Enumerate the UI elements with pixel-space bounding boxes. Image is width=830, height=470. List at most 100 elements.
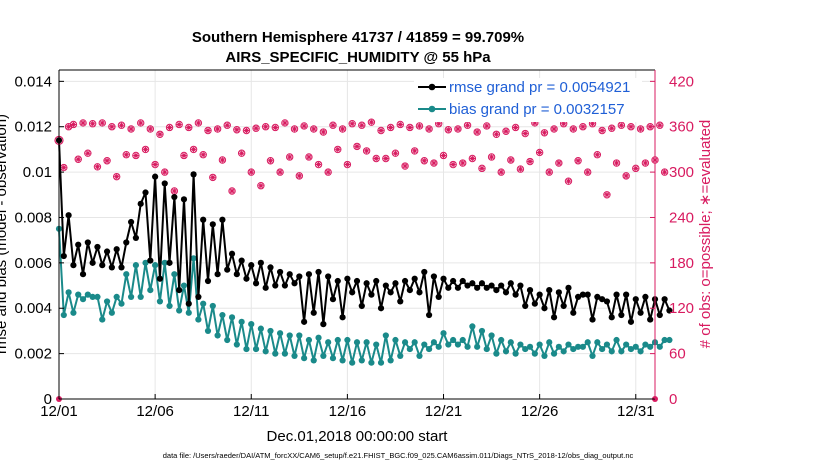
rmse-point	[565, 284, 572, 291]
bias-point	[200, 300, 207, 307]
bias-point	[627, 345, 635, 353]
y-tick-label-right: 300	[669, 164, 694, 181]
rmse-point	[618, 311, 625, 319]
obs-possible-marker	[276, 168, 284, 176]
rmse-point	[560, 302, 567, 310]
rmse-point	[430, 273, 438, 280]
obs-evaluated-marker	[85, 150, 91, 156]
rmse-point	[94, 243, 101, 251]
obs-evaluated-marker	[551, 126, 557, 132]
obs-evaluated-marker	[421, 158, 427, 164]
rmse-point	[459, 277, 466, 285]
rmse-point	[507, 280, 514, 287]
obs-evaluated-marker	[412, 148, 418, 154]
obs-evaluated-marker	[546, 169, 552, 175]
obs-evaluated-marker	[464, 122, 471, 128]
rmse-point	[315, 268, 322, 276]
y-tick-label-left: 0.01	[23, 164, 52, 181]
obs-possible-marker	[290, 125, 299, 133]
bias-point	[450, 336, 457, 344]
obs-possible-marker	[608, 124, 616, 132]
obs-evaluated-marker	[580, 124, 586, 130]
bias-point	[565, 341, 572, 348]
obs-evaluated-marker	[662, 169, 668, 175]
bias-point	[579, 343, 587, 350]
obs-evaluated-marker	[263, 124, 269, 130]
bias-point	[325, 339, 332, 346]
y-tick-label-right: 240	[669, 209, 694, 226]
bias-point	[79, 296, 87, 303]
obs-evaluated-marker	[599, 127, 605, 134]
rmse-point	[305, 271, 313, 278]
axes: 12/01 12/06 12/11 12/16 12/21 12/26 12/31 0 0.00…	[14, 69, 694, 420]
obs-evaluated-marker	[488, 154, 495, 160]
y-tick-label-left: 0.006	[14, 255, 52, 272]
obs-possible-marker	[88, 119, 97, 128]
bias-point	[103, 298, 111, 305]
bias-point	[661, 336, 668, 344]
obs-evaluated-marker	[397, 121, 403, 128]
chart-subtitle: AIRS_SPECIFIC_HUMIDITY @ 55 hPa	[225, 49, 491, 66]
bias-point	[185, 309, 192, 316]
rmse-point	[483, 284, 490, 291]
y-tick-label-right: 360	[669, 119, 694, 136]
obs-possible-marker	[382, 154, 390, 163]
rmse-point	[204, 277, 212, 285]
bias-point	[257, 325, 264, 332]
bias-point	[382, 332, 389, 339]
obs-possible-marker	[636, 125, 645, 133]
obs-evaluated-marker	[311, 126, 317, 132]
obs-possible-marker	[627, 123, 635, 131]
bias-point	[392, 336, 399, 344]
obs-evaluated-marker	[474, 129, 480, 135]
obs-evaluated-marker	[215, 126, 221, 132]
obs-evaluated-marker	[484, 123, 490, 129]
bias-point	[613, 336, 620, 344]
rmse-point	[570, 309, 577, 316]
bias-point	[507, 339, 514, 346]
obs-possible-marker	[396, 120, 404, 129]
obs-possible-marker	[454, 125, 462, 133]
obs-possible-marker	[579, 123, 587, 131]
obs-evaluated-marker	[532, 120, 538, 126]
obs-possible-marker	[112, 172, 121, 181]
obs-possible-marker	[266, 157, 275, 165]
rmse-point	[267, 264, 274, 271]
rmse-point	[123, 239, 130, 246]
rmse-point	[224, 266, 231, 273]
y-tick-label-left: 0.014	[14, 73, 52, 90]
bias-point	[243, 345, 250, 353]
obs-evaluated-marker	[537, 149, 543, 156]
obs-evaluated-marker	[325, 169, 331, 175]
obs-evaluated-marker	[426, 126, 432, 132]
obs-evaluated-marker	[162, 169, 168, 175]
bias-point	[589, 352, 596, 359]
obs-possible-marker	[185, 123, 193, 132]
obs-evaluated-marker	[234, 127, 240, 133]
rmse-point	[171, 193, 178, 201]
rmse-point	[627, 318, 635, 325]
obs-evaluated-marker	[407, 124, 413, 131]
rmse-point	[142, 189, 149, 196]
obs-evaluated-marker	[200, 152, 206, 158]
bias-point	[296, 332, 303, 339]
rmse-point	[281, 282, 289, 289]
rmse-point	[531, 300, 538, 307]
y-tick-label-left: 0.002	[14, 346, 52, 363]
rmse-point	[464, 282, 471, 289]
bias-point	[349, 359, 356, 366]
obs-evaluated-marker	[503, 128, 509, 134]
rmse-point	[377, 305, 385, 312]
obs-evaluated-marker	[195, 120, 201, 126]
rmse-point	[272, 282, 279, 289]
obs-evaluated-marker	[657, 122, 663, 128]
bias-point	[75, 291, 82, 298]
obs-evaluated-marker	[479, 165, 485, 171]
rmse-point	[344, 275, 351, 282]
bias-point	[214, 332, 221, 339]
bias-point	[301, 355, 308, 362]
legend-bias-marker	[428, 105, 436, 113]
rmse-point	[156, 275, 164, 282]
legend-bias-label: bias grand pr = 0.0032157	[449, 101, 625, 118]
obs-possible-marker	[175, 120, 183, 129]
